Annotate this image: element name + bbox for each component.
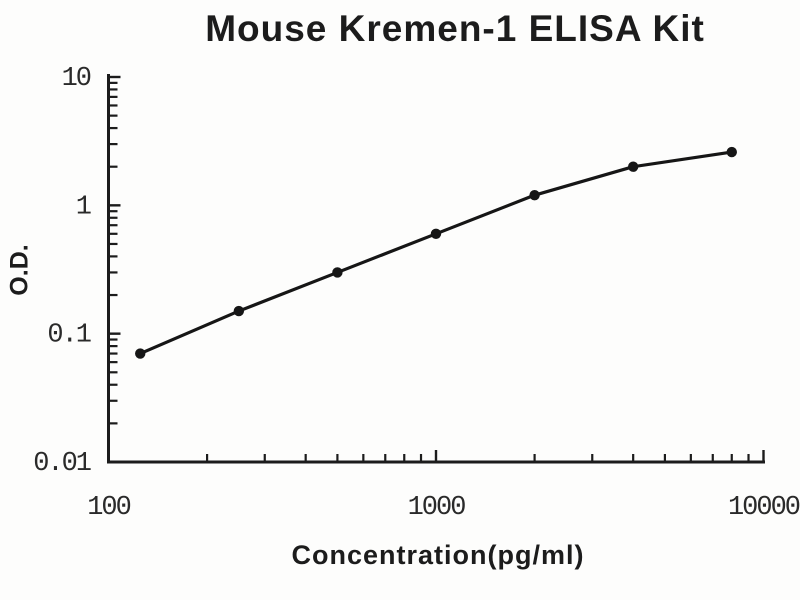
y-tick-label: 10 — [62, 64, 91, 94]
data-point — [726, 146, 737, 158]
x-tick-label: 1000 — [408, 493, 466, 523]
x-tick-label: 100 — [87, 493, 130, 523]
y-tick-label: 1 — [76, 192, 91, 222]
chart-title: Mouse Kremen-1 ELISA Kit — [205, 8, 705, 49]
data-point — [430, 228, 442, 240]
y-tick-label: 0.1 — [47, 321, 90, 351]
data-point — [233, 305, 245, 317]
data-point — [627, 161, 639, 172]
standard-curve-line — [138, 150, 734, 356]
x-tick-label: 10000 — [728, 493, 800, 523]
data-point — [332, 267, 343, 278]
data-point — [529, 189, 540, 201]
x-axis-label: Concentration(pg/ml) — [291, 540, 585, 570]
y-tick-label: 0.01 — [33, 449, 91, 479]
data-point — [135, 348, 146, 359]
